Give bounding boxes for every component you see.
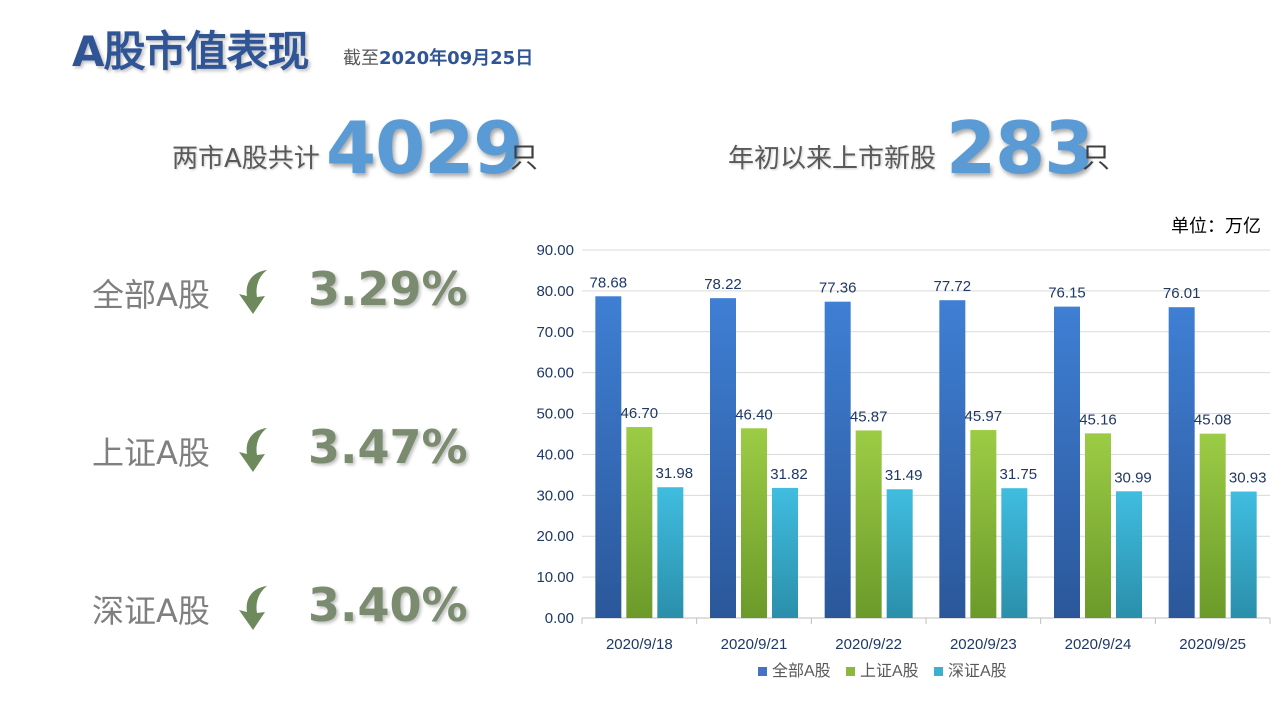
data-label: 31.75 — [1000, 466, 1038, 483]
data-label: 45.16 — [1079, 411, 1117, 428]
data-label: 30.93 — [1229, 470, 1267, 487]
total-stocks-label: 两市A股共计 — [172, 138, 320, 175]
total-stocks-number: 4029 — [326, 106, 522, 190]
down-arrow-icon — [233, 584, 273, 632]
bar-sz-a — [772, 488, 798, 618]
new-listings-number: 283 — [946, 106, 1093, 190]
new-listings-label: 年初以来上市新股 — [728, 138, 936, 175]
legend-swatch — [758, 667, 767, 676]
bar-sh-a — [856, 430, 882, 618]
data-label: 46.40 — [735, 406, 773, 423]
bar-sz-a — [1231, 492, 1257, 618]
data-label: 77.72 — [934, 278, 972, 295]
market-cap-bar-chart: 0.00 10.00 20.00 30.00 40.00 50.00 60.00 70.00 8… — [510, 230, 1280, 700]
change-row-all-a: 全部A股 3.29% — [0, 258, 480, 328]
bar-sz-a — [657, 487, 683, 618]
data-label: 31.49 — [885, 467, 923, 484]
down-arrow-icon — [233, 426, 273, 474]
bar-sz-a — [1116, 491, 1142, 618]
y-tick-label: 50.00 — [536, 406, 574, 423]
bar-all-a — [1054, 307, 1080, 618]
bar-all-a — [1169, 307, 1195, 618]
x-tick-label: 2020/9/22 — [835, 636, 902, 653]
data-label: 31.82 — [770, 466, 808, 483]
y-tick-label: 40.00 — [536, 446, 574, 463]
x-tick-label: 2020/9/25 — [1179, 636, 1246, 653]
y-tick-label: 60.00 — [536, 365, 574, 382]
data-label: 46.70 — [621, 405, 659, 422]
change-value-sh-a: 3.47% — [308, 420, 468, 474]
data-label: 77.36 — [819, 280, 857, 297]
bar-all-a — [595, 296, 621, 618]
legend-label: 上证A股 — [860, 662, 919, 680]
x-tick-label: 2020/9/23 — [950, 636, 1017, 653]
as-of-date-value: 2020年09月25日 — [379, 48, 533, 69]
as-of-date: 截至2020年09月25日 — [343, 44, 533, 70]
change-label-all-a: 全部A股 — [92, 270, 210, 316]
y-tick-label: 10.00 — [536, 569, 574, 586]
change-value-sz-a: 3.40% — [308, 578, 468, 632]
bar-sh-a — [626, 427, 652, 618]
change-value-all-a: 3.29% — [308, 262, 468, 316]
y-tick-label: 30.00 — [536, 487, 574, 504]
legend-swatch — [846, 667, 855, 676]
x-tick-label: 2020/9/24 — [1065, 636, 1132, 653]
change-row-sh-a: 上证A股 3.47% — [0, 416, 480, 486]
bar-all-a — [825, 302, 851, 618]
bar-sz-a — [887, 489, 913, 618]
legend-swatch — [934, 667, 943, 676]
data-label: 30.99 — [1114, 469, 1152, 486]
as-of-prefix: 截至 — [343, 48, 379, 69]
y-tick-label: 80.00 — [536, 283, 574, 300]
data-label: 78.68 — [590, 274, 628, 291]
x-tick-label: 2020/9/21 — [721, 636, 788, 653]
page-title: A股市值表现 — [72, 18, 309, 79]
data-label: 45.08 — [1194, 412, 1232, 429]
change-label-sz-a: 深证A股 — [92, 586, 210, 632]
bar-sh-a — [1085, 433, 1111, 618]
data-label: 78.22 — [704, 276, 742, 293]
bar-all-a — [710, 298, 736, 618]
y-tick-label: 90.00 — [536, 242, 574, 259]
bar-sh-a — [970, 430, 996, 618]
down-arrow-icon — [233, 268, 273, 316]
bar-sz-a — [1001, 488, 1027, 618]
new-listings-unit: 只 — [1082, 136, 1110, 176]
bar-all-a — [939, 300, 965, 618]
change-row-sz-a: 深证A股 3.40% — [0, 574, 480, 644]
x-tick-label: 2020/9/18 — [606, 636, 673, 653]
change-label-sh-a: 上证A股 — [92, 428, 210, 474]
total-stocks-unit: 只 — [510, 136, 538, 176]
legend-label: 深证A股 — [948, 662, 1007, 680]
bar-sh-a — [1200, 434, 1226, 618]
data-label: 76.01 — [1163, 285, 1201, 302]
data-label: 45.97 — [965, 408, 1003, 425]
data-label: 31.98 — [656, 465, 694, 482]
y-tick-label: 20.00 — [536, 528, 574, 545]
data-label: 45.87 — [850, 408, 888, 425]
legend-label: 全部A股 — [772, 662, 831, 680]
y-tick-label: 0.00 — [545, 610, 574, 627]
y-tick-label: 70.00 — [536, 324, 574, 341]
bar-sh-a — [741, 428, 767, 618]
data-label: 76.15 — [1048, 285, 1086, 302]
